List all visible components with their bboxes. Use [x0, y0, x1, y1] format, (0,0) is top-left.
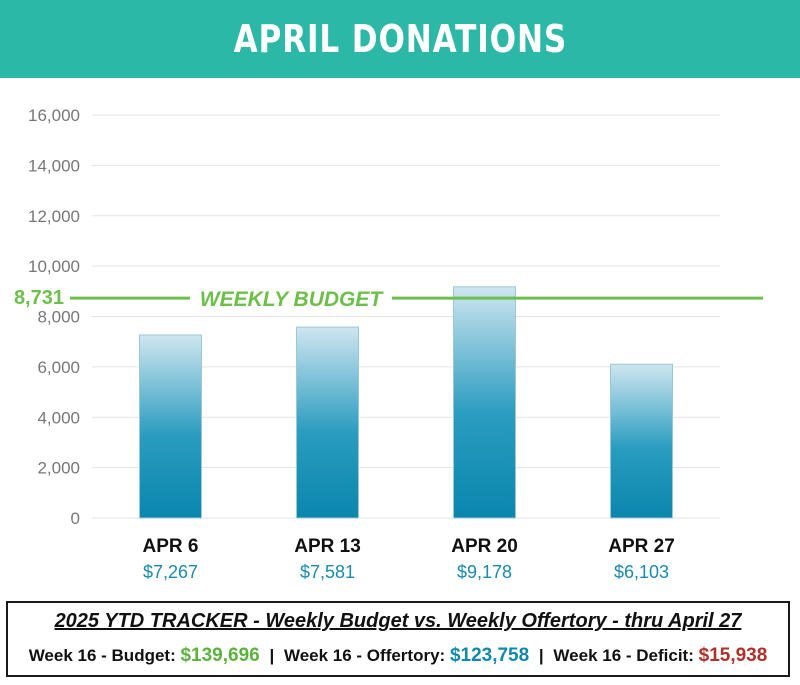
deficit-label: Week 16 - Deficit:	[553, 646, 694, 665]
bar-apr-20	[453, 286, 516, 519]
x-tick-label: APR 20	[451, 536, 518, 557]
y-tick-label: 2,000	[37, 459, 80, 478]
budget-value-label: 8,731	[14, 287, 64, 309]
tracker-summary-line: Week 16 - Budget: $139,696 | Week 16 - O…	[8, 645, 788, 667]
bar-chart: 0 2,000 4,000 6,000 8,000 10,000 12,000 14,000 1…	[14, 106, 763, 582]
bar-value-label: $7,581	[300, 562, 355, 582]
bar-apr-27	[610, 363, 673, 519]
x-tick-label: APR 27	[608, 536, 675, 557]
y-tick-label: 10,000	[28, 257, 80, 276]
chart-title: APRIL DONATIONS	[233, 17, 567, 61]
header-banner: APRIL DONATIONS	[0, 0, 800, 78]
x-axis-labels: APR 6 $7,267 APR 13 $7,581 APR 20 $9,178 APR 2…	[143, 536, 675, 582]
deficit-value: $15,938	[698, 645, 768, 666]
tracker-title: 2025 YTD TRACKER - Weekly Budget vs. Wee…	[54, 610, 742, 632]
budget-label: Week 16 - Budget:	[28, 646, 176, 665]
bar-apr-6	[139, 334, 202, 519]
ytd-tracker-panel: 2025 YTD TRACKER - Weekly Budget vs. Wee…	[6, 601, 790, 677]
weekly-budget-line: WEEKLY BUDGET 8,731	[14, 287, 763, 311]
y-tick-label: 4,000	[37, 408, 80, 427]
y-tick-label: 16,000	[28, 106, 80, 125]
bar-value-label: $9,178	[457, 562, 512, 582]
bar-value-label: $6,103	[614, 562, 669, 582]
y-tick-label: 14,000	[28, 156, 80, 175]
bars	[139, 286, 673, 519]
y-tick-label: 12,000	[28, 207, 80, 226]
x-tick-label: APR 13	[294, 536, 361, 557]
separator: |	[538, 646, 544, 665]
offertory-value: $123,758	[449, 645, 530, 666]
y-tick-label: 8,000	[37, 308, 80, 327]
bar-value-label: $7,267	[143, 562, 198, 582]
bar-apr-13	[296, 326, 359, 519]
budget-line-label: WEEKLY BUDGET	[200, 288, 385, 311]
y-tick-label: 6,000	[37, 358, 80, 377]
budget-value: $139,696	[180, 645, 260, 666]
y-axis-ticks: 0 2,000 4,000 6,000 8,000 10,000 12,000 14,000 1…	[28, 106, 80, 528]
offertory-label: Week 16 - Offertory:	[283, 646, 446, 665]
x-tick-label: APR 6	[143, 536, 199, 557]
separator: |	[269, 646, 275, 665]
y-tick-label: 0	[71, 509, 80, 528]
